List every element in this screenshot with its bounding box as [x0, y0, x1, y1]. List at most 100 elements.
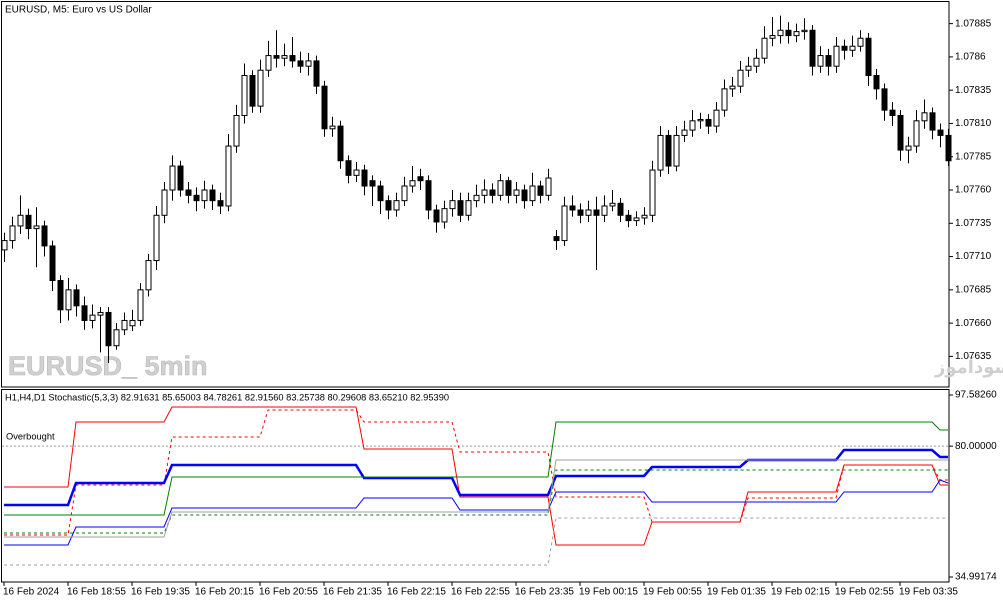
candle-body: [321, 85, 328, 130]
candle-body: [201, 189, 208, 202]
candle-body: [49, 245, 56, 282]
candle-body: [537, 185, 544, 196]
candle-body: [465, 200, 472, 216]
candle-body: [225, 145, 232, 207]
candle-body: [945, 134, 952, 162]
candle-body: [689, 120, 696, 131]
candle-body: [481, 189, 488, 196]
candle-body: [289, 55, 296, 62]
candle-body: [809, 29, 816, 67]
y-tick-label: 1.07710: [955, 251, 992, 262]
candle-body: [33, 225, 40, 230]
candle-body: [113, 329, 120, 347]
candle-body: [897, 114, 904, 151]
candle-body: [241, 75, 248, 116]
candle-body: [129, 319, 136, 327]
candle-body: [41, 225, 48, 247]
candle-body: [625, 214, 632, 222]
x-tick-label: 19 Feb 01:35: [707, 587, 766, 598]
candle-body: [65, 289, 72, 311]
candle-body: [9, 225, 16, 242]
indicator-line: [4, 459, 948, 538]
candle-body: [393, 200, 400, 211]
candle-body: [649, 169, 656, 216]
x-tick-label: 19 Feb 00:55: [643, 587, 702, 598]
x-tick-label: 16 Feb 22:55: [451, 587, 510, 598]
level-label: Overbought: [6, 431, 55, 441]
candle-body: [457, 200, 464, 216]
y-tick-label: 1.07885: [955, 18, 992, 29]
watermark: EURUSD_ 5min: [8, 351, 208, 381]
candle-body: [385, 200, 392, 211]
candle-body: [281, 55, 288, 59]
indicator-line: [4, 517, 948, 566]
candle-body: [713, 109, 720, 127]
candle-body: [329, 125, 336, 130]
candle-body: [801, 29, 808, 33]
chart-title: EURUSD, M5: Euro vs US Dollar: [5, 5, 152, 16]
x-tick-label: 16 Feb 19:35: [131, 587, 190, 598]
candle-body: [369, 180, 376, 187]
candle-body: [785, 29, 792, 37]
annotation: انتشار در سایت سودآموز: [934, 355, 1003, 378]
candle-body: [1, 240, 8, 251]
candle-body: [937, 129, 944, 136]
candle-body: [137, 289, 144, 321]
candle-body: [409, 180, 416, 187]
candle-body: [121, 319, 128, 331]
candle-body: [529, 185, 536, 202]
candle-body: [841, 45, 848, 51]
x-tick-label: 16 Feb 20:15: [195, 587, 254, 598]
y-tick-label: 1.07810: [955, 118, 992, 129]
x-tick-label: 19 Feb 02:55: [835, 587, 894, 598]
candle-body: [777, 29, 784, 37]
candle-body: [641, 214, 648, 219]
candle-body: [489, 189, 496, 196]
x-tick-label: 19 Feb 03:35: [899, 587, 958, 598]
candle-body: [97, 311, 104, 316]
candle-body: [553, 236, 560, 242]
x-tick-label: 16 Feb 18:55: [67, 587, 126, 598]
candle-body: [769, 35, 776, 39]
candle-body: [849, 45, 856, 51]
y-tick-label: 1.07735: [955, 218, 992, 229]
x-tick-label: 16 Feb 2024: [3, 587, 60, 598]
x-tick-label: 16 Feb 22:15: [387, 587, 446, 598]
candle-body: [105, 311, 112, 347]
candle-body: [473, 194, 480, 202]
candle-body: [273, 55, 280, 59]
candle-body: [441, 208, 448, 223]
candle-body: [817, 55, 824, 67]
candle-body: [361, 169, 368, 187]
candle-body: [593, 209, 600, 216]
x-tick-label: 16 Feb 21:35: [323, 587, 382, 598]
candle-body: [401, 185, 408, 202]
candle-body: [353, 169, 360, 176]
y-tick-label: 1.07760: [955, 185, 992, 196]
candle-body: [337, 125, 344, 162]
candle-body: [729, 85, 736, 90]
candle-body: [921, 112, 928, 122]
candle-body: [345, 160, 352, 176]
candle-body: [505, 180, 512, 196]
candle-body: [377, 185, 384, 202]
candle-body: [433, 209, 440, 223]
candle-body: [577, 209, 584, 216]
candle-body: [913, 120, 920, 147]
candle-body: [889, 109, 896, 116]
candle-body: [721, 88, 728, 111]
candle-body: [297, 60, 304, 67]
candle-body: [153, 214, 160, 262]
candle-body: [25, 214, 32, 230]
candle-body: [545, 177, 552, 196]
candle-body: [217, 200, 224, 207]
x-tick-label: 16 Feb 23:35: [515, 587, 574, 598]
y-tick-label: 1.07635: [955, 351, 992, 362]
candle-body: [249, 75, 256, 107]
candle-body: [657, 134, 664, 171]
candle-body: [145, 260, 152, 291]
indicator-line: [4, 469, 948, 534]
candle-body: [633, 217, 640, 222]
